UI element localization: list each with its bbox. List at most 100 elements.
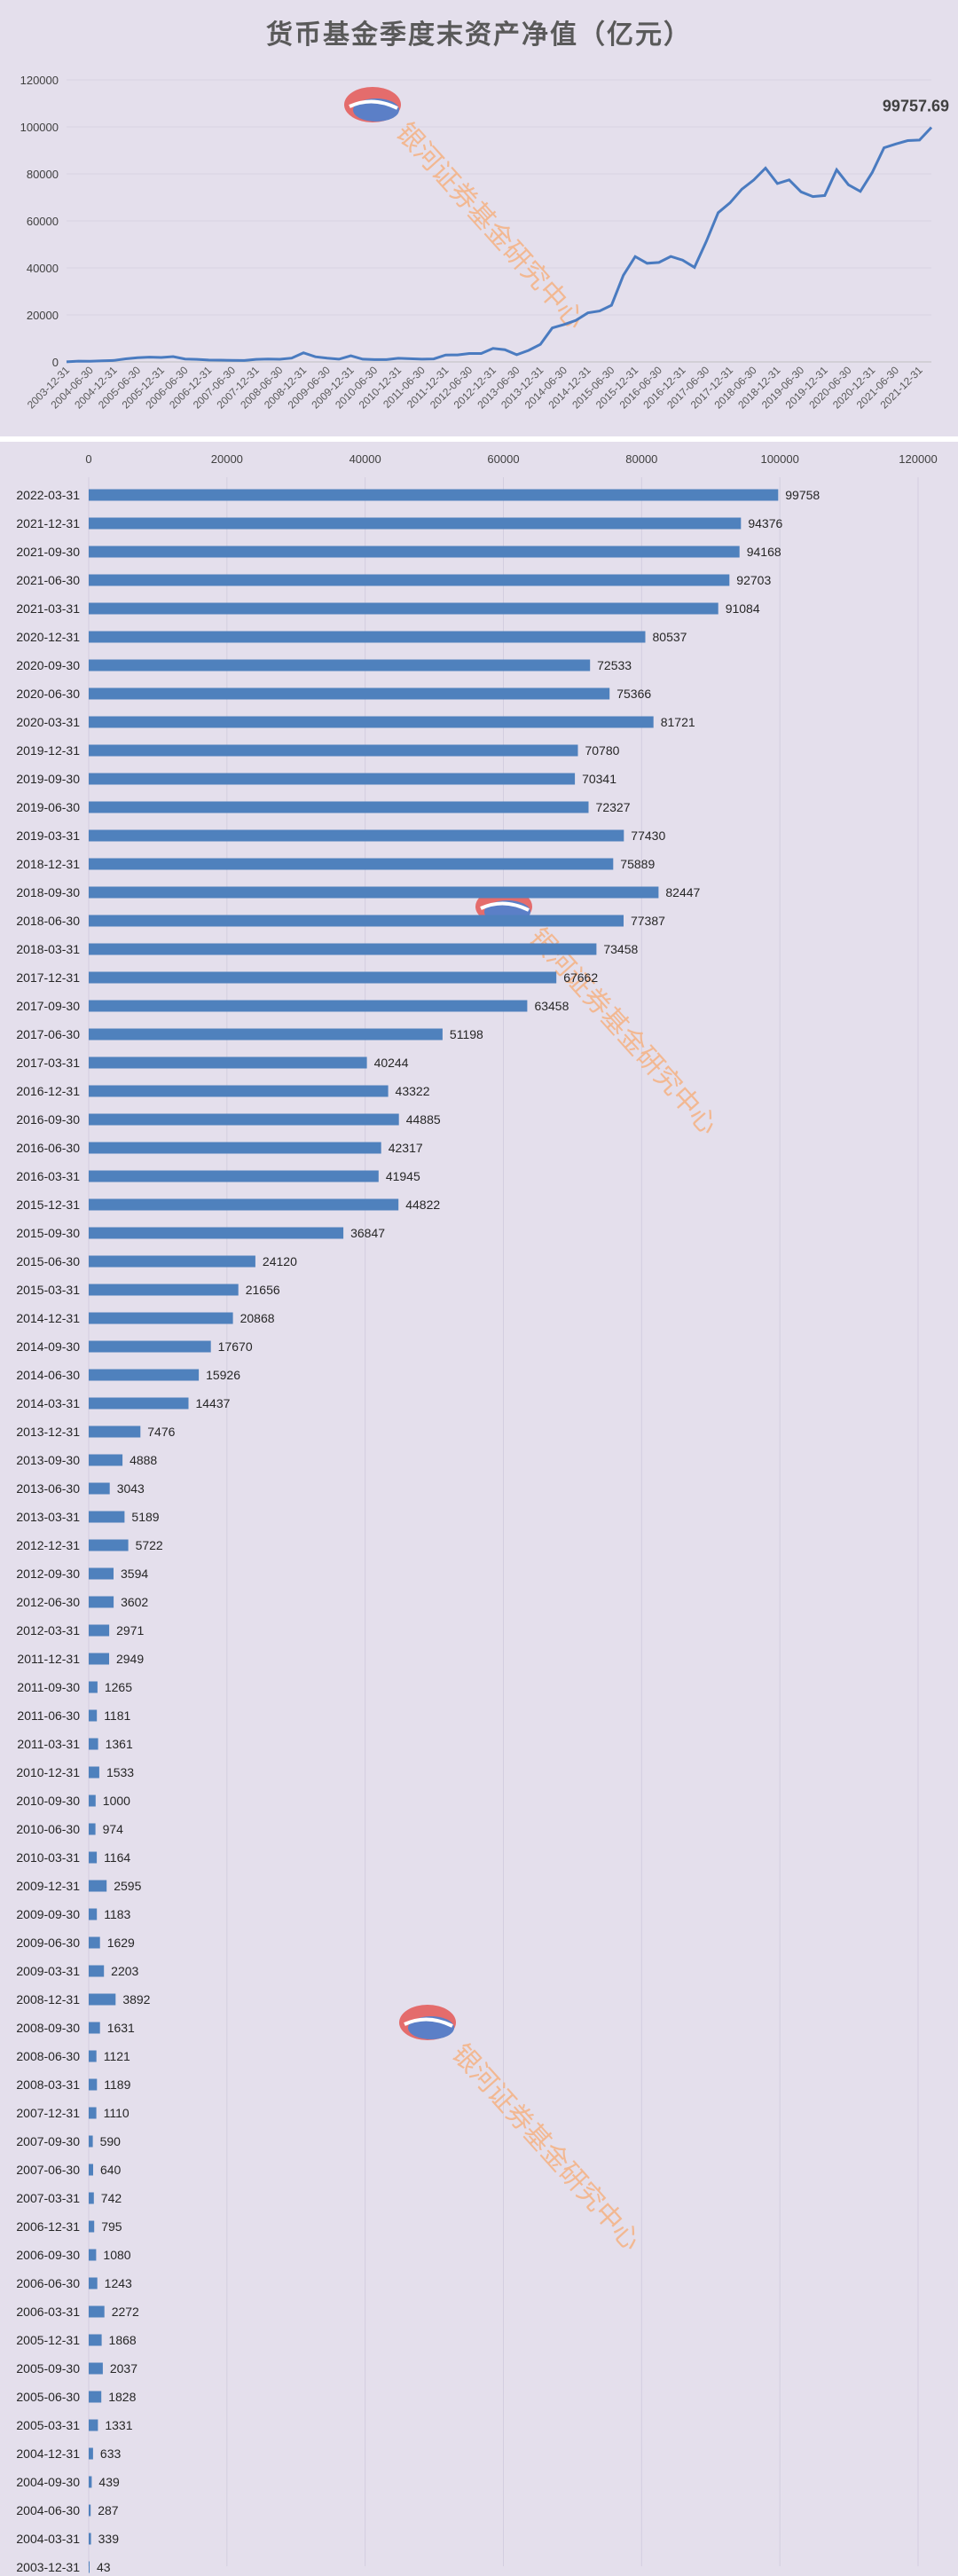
category-label: 2015-03-31 [16, 1283, 80, 1297]
y-tick-label: 20000 [27, 309, 59, 322]
bar [89, 2078, 98, 2091]
bar [89, 517, 742, 530]
bar [89, 1170, 379, 1182]
bar [89, 2362, 103, 2375]
bar [89, 1766, 99, 1779]
bar [89, 1653, 109, 1665]
category-label: 2019-09-30 [16, 772, 80, 786]
data-label: 51198 [450, 1027, 483, 1041]
data-label: 5189 [131, 1510, 159, 1524]
logo-swoosh [349, 99, 398, 110]
bar [89, 1255, 255, 1268]
category-label: 2008-06-30 [16, 2049, 80, 2063]
category-label: 2013-12-31 [16, 1425, 80, 1439]
logo-swoosh [404, 2017, 453, 2028]
bar [89, 2305, 105, 2318]
bar [89, 1113, 399, 1126]
data-label: 20868 [240, 1311, 275, 1325]
bar [89, 2419, 98, 2431]
bar [89, 1369, 200, 1381]
bar [89, 1425, 141, 1438]
data-label: 2203 [111, 1964, 138, 1978]
data-label: 1121 [104, 2049, 130, 2063]
bar [89, 489, 779, 501]
x-tick-label: 20000 [211, 452, 243, 466]
bar [89, 659, 591, 671]
data-label: 7476 [147, 1425, 175, 1439]
category-label: 2017-12-31 [16, 970, 80, 985]
bar [89, 1851, 98, 1864]
y-tick-label: 0 [52, 356, 59, 369]
category-label: 2016-09-30 [16, 1112, 80, 1127]
bar [89, 1709, 98, 1722]
data-label: 41945 [386, 1169, 420, 1183]
y-tick-label: 100000 [20, 121, 59, 134]
data-label: 17670 [218, 1339, 253, 1354]
bar [89, 1624, 110, 1637]
bar [89, 1397, 189, 1410]
data-label: 80537 [653, 630, 687, 644]
x-tick-label: 100000 [760, 452, 798, 466]
category-label: 2020-06-30 [16, 687, 80, 701]
data-label: 92703 [736, 573, 771, 587]
end-data-label: 99757.69 [883, 98, 949, 115]
bar [89, 1312, 233, 1324]
category-label: 2006-12-31 [16, 2219, 80, 2234]
bar [89, 2107, 97, 2119]
bar [89, 2164, 93, 2176]
category-label: 2005-06-30 [16, 2390, 80, 2404]
category-label: 2011-03-31 [17, 1737, 80, 1751]
bar [89, 2022, 100, 2034]
y-tick-label: 80000 [27, 168, 59, 181]
bar [89, 1511, 125, 1523]
category-label: 2012-12-31 [16, 1538, 80, 1552]
chart-title: 货币基金季度末资产净值（亿元） [266, 20, 692, 51]
data-label: 72327 [596, 800, 631, 814]
data-label: 2595 [114, 1879, 141, 1893]
y-tick-label: 120000 [20, 74, 59, 87]
category-label: 2005-03-31 [16, 2418, 80, 2432]
category-label: 2009-09-30 [16, 1907, 80, 1921]
category-label: 2007-03-31 [16, 2191, 80, 2205]
category-label: 2021-12-31 [16, 516, 80, 530]
category-label: 2018-09-30 [16, 885, 80, 899]
category-label: 2007-12-31 [16, 2106, 80, 2120]
category-label: 2020-03-31 [16, 715, 80, 729]
category-label: 2004-09-30 [16, 2475, 80, 2489]
data-label: 439 [98, 2475, 120, 2489]
data-label: 44822 [405, 1198, 440, 1212]
bar [89, 1795, 96, 1807]
watermark-logo-3 [399, 2005, 456, 2040]
category-label: 2016-12-31 [16, 1084, 80, 1098]
category-label: 2019-06-30 [16, 800, 80, 814]
bar [89, 829, 624, 842]
bar [89, 1908, 98, 1920]
data-label: 75889 [620, 857, 655, 871]
data-label: 70780 [585, 743, 619, 758]
category-label: 2012-03-31 [16, 1623, 80, 1637]
bar [89, 943, 597, 955]
bar [89, 801, 589, 813]
category-label: 2019-03-31 [16, 829, 80, 843]
data-label: 40244 [374, 1056, 409, 1070]
data-label: 974 [103, 1822, 124, 1836]
x-tick-label: 60000 [487, 452, 519, 466]
watermark-logo [344, 87, 401, 122]
data-label: 1828 [108, 2390, 136, 2404]
data-label: 742 [101, 2191, 122, 2205]
bar [89, 886, 659, 899]
category-label: 2011-09-30 [17, 1680, 80, 1694]
category-label: 2014-12-31 [16, 1311, 80, 1325]
bar [89, 631, 646, 643]
category-label: 2018-03-31 [16, 942, 80, 956]
bar [89, 2504, 91, 2517]
category-label: 2009-03-31 [16, 1964, 80, 1978]
category-label: 2012-09-30 [16, 1567, 80, 1581]
category-label: 2008-12-31 [16, 1992, 80, 2007]
y-tick-label: 60000 [27, 215, 59, 228]
x-tick-label: 0 [85, 452, 91, 466]
category-label: 2019-12-31 [16, 743, 80, 758]
bar [89, 1567, 114, 1580]
data-label: 1868 [109, 2333, 137, 2347]
data-label: 287 [98, 2503, 119, 2517]
